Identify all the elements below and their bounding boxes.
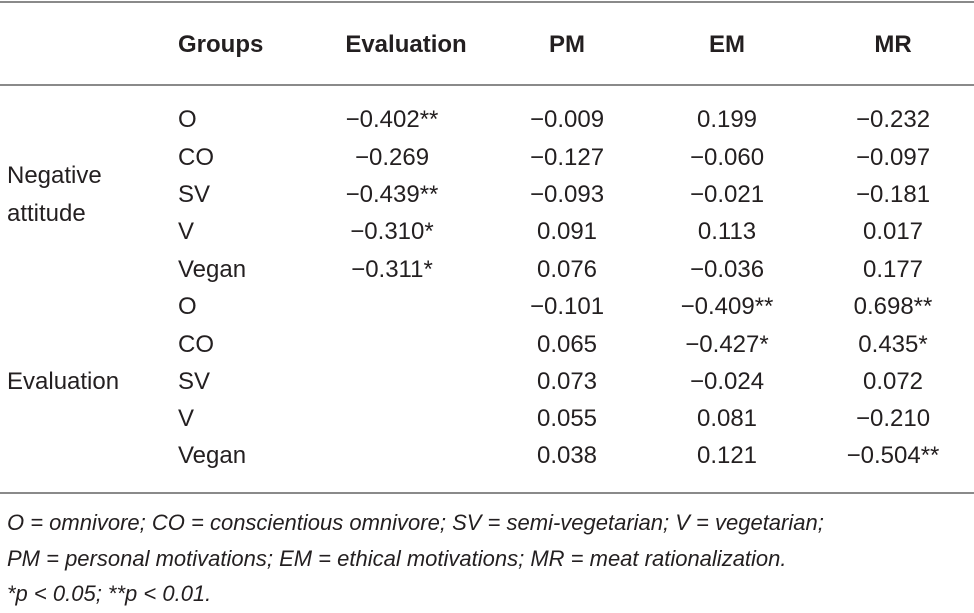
pm-cell: −0.009 — [529, 106, 605, 133]
evaluation-cell: −0.269 — [354, 144, 430, 171]
group-cell: V — [178, 405, 195, 432]
pm-cell: −0.101 — [529, 293, 605, 320]
pm-cell: −0.093 — [529, 181, 605, 208]
mr-cell: −0.504** — [846, 442, 940, 469]
group-cell: O — [178, 106, 197, 133]
em-cell: −0.427* — [685, 331, 769, 358]
pm-cell: 0.076 — [536, 256, 598, 283]
mr-cell: 0.072 — [862, 368, 924, 395]
em-cell: −0.021 — [689, 181, 765, 208]
header-em: EM — [709, 31, 745, 58]
mr-cell: −0.097 — [855, 144, 931, 171]
evaluation-cell: −0.439** — [345, 181, 439, 208]
pm-cell: 0.073 — [536, 368, 598, 395]
mr-cell: 0.435* — [858, 331, 928, 358]
em-cell: −0.024 — [689, 368, 765, 395]
group-cell: SV — [178, 368, 211, 395]
mr-cell: 0.698** — [853, 293, 933, 320]
bottom-rule — [0, 492, 974, 494]
evaluation-cell: −0.311* — [351, 256, 433, 283]
header-rule — [0, 84, 974, 86]
section-label-evaluation: Evaluation — [7, 368, 120, 395]
evaluation-cell: −0.402** — [345, 106, 439, 133]
pm-cell: 0.065 — [536, 331, 598, 358]
group-cell: O — [178, 293, 197, 320]
em-cell: −0.409** — [680, 293, 774, 320]
evaluation-cell: −0.310* — [350, 218, 434, 245]
em-cell: −0.060 — [689, 144, 765, 171]
header-groups: Groups — [178, 31, 264, 58]
pm-cell: 0.055 — [536, 405, 598, 432]
section-label-attitude: attitude — [7, 200, 86, 227]
group-cell: Vegan — [178, 442, 247, 469]
mr-cell: 0.177 — [862, 256, 924, 283]
em-cell: −0.036 — [689, 256, 765, 283]
footnote-abbreviations-groups: O = omnivore; CO = conscientious omnivor… — [7, 510, 824, 535]
header-evaluation: Evaluation — [345, 31, 467, 58]
mr-cell: −0.232 — [855, 106, 931, 133]
mr-cell: −0.210 — [855, 405, 931, 432]
footnote-significance: *p < 0.05; **p < 0.01. — [7, 581, 212, 606]
group-cell: CO — [178, 144, 214, 171]
group-cell: Vegan — [178, 256, 247, 283]
footnote-abbreviations-measures: PM = personal motivations; EM = ethical … — [7, 546, 787, 571]
em-cell: 0.081 — [696, 405, 758, 432]
pm-cell: −0.127 — [529, 144, 605, 171]
group-cell: V — [178, 218, 195, 245]
top-rule — [0, 1, 974, 3]
section-label-negative: Negative — [7, 162, 102, 189]
pm-cell: 0.091 — [536, 218, 598, 245]
group-cell: SV — [178, 181, 211, 208]
group-cell: CO — [178, 331, 214, 358]
mr-cell: −0.181 — [855, 181, 931, 208]
em-cell: 0.113 — [697, 218, 757, 245]
em-cell: 0.199 — [696, 106, 758, 133]
mr-cell: 0.017 — [862, 218, 924, 245]
pm-cell: 0.038 — [536, 442, 598, 469]
em-cell: 0.121 — [696, 442, 758, 469]
header-pm: PM — [549, 31, 585, 58]
header-mr: MR — [874, 31, 912, 58]
